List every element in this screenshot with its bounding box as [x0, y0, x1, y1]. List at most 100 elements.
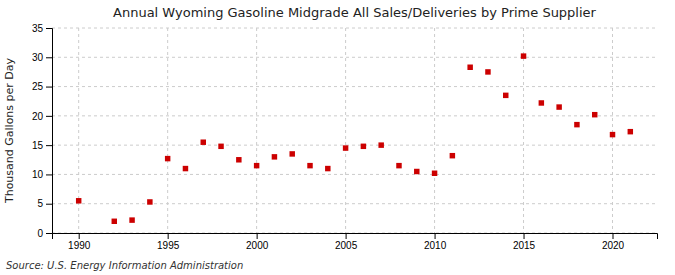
y-tick-mark [46, 204, 52, 205]
y-tick-mark [46, 116, 52, 117]
point [396, 163, 401, 168]
x-axis-line [53, 234, 658, 240]
grid-line-y [52, 57, 657, 58]
title: Annual Wyoming Gasoline Midgrade All Sal… [113, 5, 597, 20]
x-tick: 2015 [513, 233, 536, 251]
point [76, 198, 81, 203]
grid-line-y [52, 203, 657, 204]
point [539, 100, 544, 105]
point [218, 144, 223, 149]
x-tick-mark [79, 233, 80, 239]
point [467, 65, 472, 70]
y-tick-label: 20 [32, 111, 44, 122]
x-tick-label: 1990 [68, 240, 91, 251]
y-tick: 10 [32, 169, 52, 180]
grid-line-x [256, 28, 257, 233]
y-tick-label: 35 [32, 23, 44, 34]
plot-area: 1990 1995 2000 2005 2010 2015 2020 0 5 10 15 20 25 30… [32, 23, 658, 251]
point [343, 145, 348, 150]
y-tick: 5 [37, 198, 52, 209]
chart-svg: 1990 1995 2000 2005 2010 2015 2020 0 5 10 15 20 25 30… [0, 0, 675, 275]
grid-line-x [167, 28, 168, 233]
y-axis: 0 5 10 15 20 25 30 35 [32, 23, 53, 239]
grid-line-x [612, 28, 613, 233]
grid [52, 28, 657, 233]
point [592, 112, 597, 117]
y-tick-mark [46, 28, 52, 29]
y-tick-mark [46, 57, 52, 58]
point [628, 129, 633, 134]
x-tick-mark [168, 233, 169, 239]
y-tick: 0 [37, 228, 52, 239]
points [76, 53, 633, 224]
point [361, 144, 366, 149]
point [183, 166, 188, 171]
x-tick-mark [524, 233, 525, 239]
grid-line-x [345, 28, 346, 233]
point [272, 154, 277, 159]
point [432, 171, 437, 176]
source-note: Source: U.S. Energy Information Administ… [6, 260, 243, 271]
x-tick-label: 2005 [335, 240, 358, 251]
y-tick-label: 10 [32, 169, 44, 180]
x-tick: 1995 [157, 233, 180, 251]
x-axis: 1990 1995 2000 2005 2010 2015 2020 [53, 233, 658, 251]
grid-line-y [52, 28, 657, 29]
x-tick: 2020 [602, 233, 625, 251]
grid-line-y [52, 115, 657, 116]
y-tick: 25 [32, 81, 52, 92]
x-tick: 1990 [68, 233, 91, 251]
x-tick: 2005 [335, 233, 358, 251]
y-tick-label: 25 [32, 81, 44, 92]
point [129, 217, 134, 222]
chart-container: 1990 1995 2000 2005 2010 2015 2020 0 5 10 15 20 25 30… [0, 0, 675, 275]
grid-line-y [52, 174, 657, 175]
x-tick-label: 1995 [157, 240, 180, 251]
x-tick: 2010 [424, 233, 447, 251]
point [254, 163, 259, 168]
grid-line-x [434, 28, 435, 233]
x-tick-mark [613, 233, 614, 239]
x-tick-label: 2015 [513, 240, 536, 251]
x-tick-label: 2020 [602, 240, 625, 251]
point [325, 166, 330, 171]
grid-line-y [52, 145, 657, 146]
x-tick-mark [435, 233, 436, 239]
grid-line-y [52, 86, 657, 87]
point [574, 122, 579, 127]
y-tick-mark [46, 174, 52, 175]
y-tick-label: 15 [32, 140, 44, 151]
point [414, 169, 419, 174]
point [378, 142, 383, 147]
point [610, 132, 615, 137]
y-tick-label: 5 [37, 198, 43, 209]
point [556, 104, 561, 109]
point [503, 93, 508, 98]
point [112, 219, 117, 224]
y-tick: 35 [32, 23, 52, 34]
x-tick-mark [346, 233, 347, 239]
point [201, 139, 206, 144]
x-tick: 2000 [246, 233, 269, 251]
y-tick-mark [46, 145, 52, 146]
point [521, 53, 526, 58]
point [485, 69, 490, 74]
x-tick-label: 2000 [246, 240, 269, 251]
y-tick: 30 [32, 52, 52, 63]
y-tick-label: 0 [37, 228, 43, 239]
y-tick-label: 30 [32, 52, 44, 63]
y-tick-mark [46, 87, 52, 88]
y-tick: 20 [32, 111, 52, 122]
point [147, 199, 152, 204]
x-tick-mark [257, 233, 258, 239]
y-axis-title: Thousand Gallons per Day [3, 57, 16, 204]
y-tick-mark [46, 233, 52, 234]
point [307, 163, 312, 168]
y-tick: 15 [32, 140, 52, 151]
point [236, 157, 241, 162]
x-tick-label: 2010 [424, 240, 447, 251]
y-axis-line [46, 29, 53, 234]
point [450, 153, 455, 158]
point [289, 151, 294, 156]
point [165, 156, 170, 161]
